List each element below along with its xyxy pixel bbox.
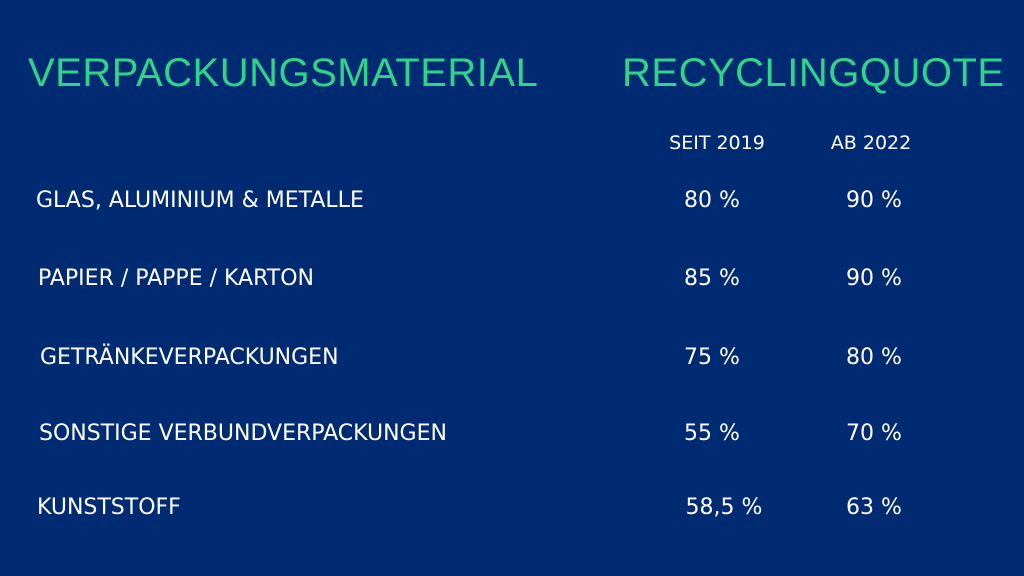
row-value-since-2019: 55 %: [684, 421, 740, 446]
row-value-since-2019: 85 %: [684, 266, 740, 291]
row-material: SONSTIGE VERBUNDVERPACKUNGEN: [39, 421, 447, 446]
row-value-from-2022: 80 %: [846, 345, 902, 370]
row-value-since-2019: 58,5 %: [685, 495, 763, 520]
table-row: GLAS, ALUMINIUM & METALLE 80 % 90 %: [0, 185, 1024, 217]
column-header-from-2022: AB 2022: [830, 132, 912, 154]
table-row: GETRÄNKEVERPACKUNGEN 75 % 80 %: [0, 342, 1024, 374]
table-row: PAPIER / PAPPE / KARTON 85 % 90 %: [0, 263, 1024, 295]
row-material: GETRÄNKEVERPACKUNGEN: [40, 345, 339, 370]
table-row: KUNSTSTOFF 58,5 % 63 %: [0, 492, 1024, 524]
row-material: KUNSTSTOFF: [37, 495, 181, 520]
row-value-since-2019: 75 %: [684, 345, 740, 370]
row-value-from-2022: 90 %: [846, 188, 902, 213]
row-material: PAPIER / PAPPE / KARTON: [38, 266, 314, 291]
row-value-since-2019: 80 %: [684, 188, 740, 213]
heading-recycling-quote: RECYCLINGQUOTE: [622, 51, 1005, 95]
row-value-from-2022: 63 %: [846, 495, 902, 520]
table-row: SONSTIGE VERBUNDVERPACKUNGEN 55 % 70 %: [0, 418, 1024, 450]
row-value-from-2022: 70 %: [846, 421, 902, 446]
heading-material: VERPACKUNGSMATERIAL: [28, 51, 539, 95]
row-value-from-2022: 90 %: [846, 266, 902, 291]
column-header-since-2019: SEIT 2019: [669, 132, 765, 154]
row-material: GLAS, ALUMINIUM & METALLE: [36, 188, 364, 213]
